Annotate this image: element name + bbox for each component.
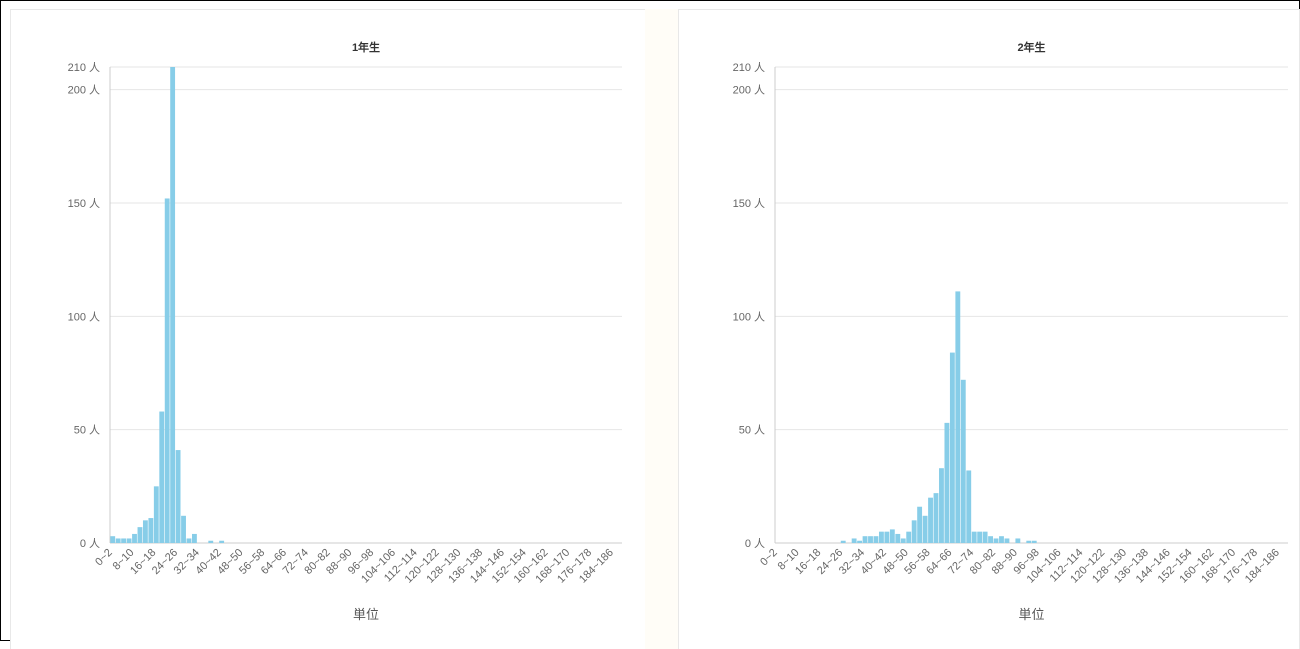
histogram-bar: [142, 520, 148, 543]
histogram-bar: [917, 506, 923, 543]
y-tick-label: 200 人: [68, 84, 100, 97]
histogram-bar: [928, 497, 933, 543]
y-tick-label: 210 人: [68, 61, 100, 74]
histogram-bar: [999, 536, 1004, 543]
histogram-bar: [192, 533, 197, 543]
histogram-bar: [126, 538, 132, 543]
histogram-bar: [878, 531, 884, 543]
histogram-bar: [977, 531, 983, 543]
histogram-bar: [949, 352, 955, 543]
x-axis-label: 単位: [353, 607, 379, 622]
histogram-bar: [971, 531, 977, 543]
histogram-bar: [966, 470, 972, 543]
histogram-bar: [988, 536, 993, 543]
histogram-bar: [939, 468, 944, 543]
histogram-bar: [933, 493, 939, 543]
y-tick-label: 100 人: [733, 310, 765, 323]
histogram-bar: [148, 518, 154, 543]
histogram-bar: [993, 538, 999, 543]
x-axis-label: 単位: [1018, 607, 1044, 622]
histogram-bar: [868, 536, 873, 543]
histogram-bar: [906, 531, 912, 543]
panel-gap: [645, 9, 678, 649]
histogram-bar: [857, 540, 863, 543]
histogram-bar: [862, 536, 868, 543]
histogram-bar: [851, 538, 857, 543]
chart-panel-year2: 0 人 50 人 100 人 150 人 200 人 210 人 0~2 8~10 16~18 2…: [678, 9, 1300, 649]
y-tick-label: 150 人: [733, 197, 765, 210]
histogram-bar: [840, 540, 846, 543]
histogram-bar: [1031, 540, 1037, 543]
histogram-bar: [219, 540, 225, 543]
histogram-bar: [153, 486, 159, 543]
y-tick-label: 210 人: [733, 61, 765, 74]
histogram-bar: [137, 527, 143, 543]
histogram-bar: [900, 538, 906, 543]
chart-panel-year1: 0 人 50 人 100 人 150 人 200 人 210 人 0~2 8~10 16~18 2…: [10, 9, 646, 649]
histogram-bar: [895, 533, 901, 543]
histogram-bar: [955, 291, 961, 543]
y-tick-label: 0 人: [745, 537, 765, 550]
histogram-bar: [110, 536, 116, 543]
histogram-bar: [1026, 540, 1032, 543]
histogram-bar: [911, 520, 917, 543]
y-tick-label: 50 人: [739, 424, 765, 437]
histogram-bar: [960, 379, 966, 543]
y-tick-label: 50 人: [74, 424, 100, 437]
chart-title: 1年生: [352, 40, 380, 54]
histogram-bar: [170, 67, 176, 543]
histogram-bar: [159, 411, 165, 543]
histogram-bar: [164, 198, 170, 543]
histogram-bar: [944, 422, 950, 543]
histogram-bar: [873, 536, 879, 543]
histogram-bar: [132, 533, 137, 543]
histogram-bar: [1015, 538, 1021, 543]
histogram-bar: [181, 515, 186, 543]
y-tick-label: 0 人: [80, 537, 100, 550]
histogram-bar: [175, 450, 181, 543]
y-tick-label: 100 人: [68, 310, 100, 323]
histogram-bar: [208, 540, 214, 543]
histogram-bar: [121, 538, 127, 543]
histogram-bar: [982, 531, 988, 543]
histogram-bar: [922, 515, 928, 543]
histogram-bar: [884, 531, 890, 543]
histogram-bar: [1004, 538, 1010, 543]
chart-title: 2年生: [1017, 40, 1045, 54]
histogram-bar: [115, 538, 121, 543]
histogram-bar: [186, 538, 192, 543]
y-tick-label: 200 人: [733, 84, 765, 97]
histogram-bar: [889, 529, 895, 543]
y-tick-label: 150 人: [68, 197, 100, 210]
